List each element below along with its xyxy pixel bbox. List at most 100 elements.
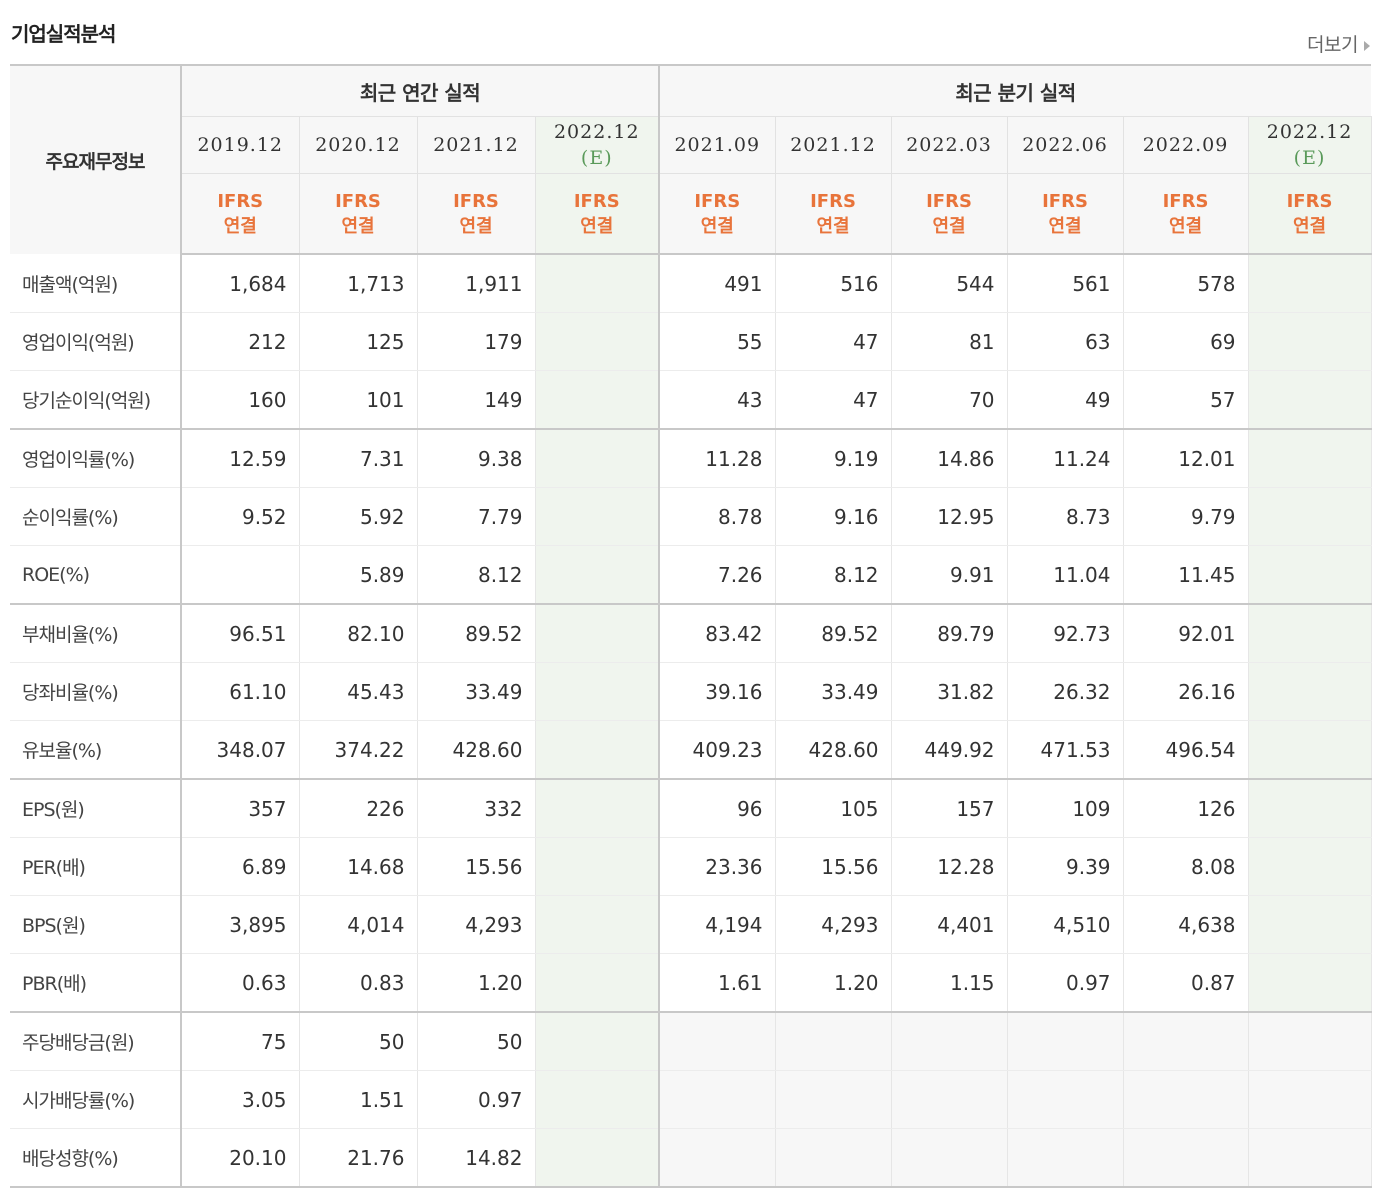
row-label: 매출액(억원) [10, 254, 182, 313]
annual-value-cell: 6.89 [181, 837, 300, 896]
annual-value-cell: 101 [299, 370, 418, 430]
quarter-value-cell [775, 1070, 892, 1129]
annual-value-cell [535, 545, 661, 605]
table-row: ROE(%) 5.89 8.12 7.26 8.12 9.91 11.04 11.45 [10, 545, 1372, 605]
quarter-value-cell [1248, 720, 1372, 780]
quarter-value-cell: 9.16 [775, 487, 892, 546]
section-title: 기업실적분석 [11, 22, 116, 46]
annual-value-cell: 374.22 [299, 720, 418, 780]
row-label: 유보율(%) [10, 720, 182, 780]
row-label: PER(배) [10, 837, 182, 896]
ifrs-link[interactable]: IFRS 연결 [181, 173, 300, 255]
annual-value-cell: 160 [181, 370, 300, 430]
quarter-value-cell: 11.24 [1007, 428, 1124, 488]
quarter-value-cell: 109 [1007, 778, 1124, 838]
annual-value-cell: 179 [417, 312, 536, 371]
more-link-label: 더보기 [1307, 34, 1358, 56]
quarter-value-cell: 496.54 [1123, 720, 1249, 780]
table-row: 시가배당률(%) 3.05 1.51 0.97 [10, 1070, 1372, 1129]
quarter-value-cell: 26.32 [1007, 662, 1124, 721]
quarter-value-cell: 14.86 [891, 428, 1008, 488]
ifrs-label: IFRS [335, 190, 381, 212]
period-label: 2022.06 [1022, 134, 1108, 156]
quarter-value-cell: 491 [659, 254, 776, 313]
annual-value-cell: 89.52 [417, 603, 536, 663]
ifrs-link[interactable]: IFRS 연결 [417, 173, 536, 255]
ifrs-link[interactable]: IFRS 연결 [775, 173, 892, 255]
financial-table: 주요재무정보 최근 연간 실적 최근 분기 실적 2019.12 2020.12 2… [10, 64, 1372, 1188]
quarter-value-cell: 96 [659, 778, 776, 838]
quarter-value-cell [1248, 778, 1372, 838]
quarter-value-cell [775, 1011, 892, 1071]
annual-value-cell [535, 837, 661, 896]
ifrs-link[interactable]: IFRS 연결 [1248, 173, 1372, 255]
quarter-value-cell: 15.56 [775, 837, 892, 896]
quarter-value-cell: 8.12 [775, 545, 892, 605]
consolidated-label: 연결 [580, 215, 614, 237]
quarter-value-cell: 23.36 [659, 837, 776, 896]
quarter-value-cell: 4,510 [1007, 895, 1124, 954]
quarter-value-cell [1248, 254, 1372, 313]
table-row: 당좌비율(%) 61.10 45.43 33.49 39.16 33.49 31.82 26.… [10, 662, 1372, 721]
quarter-value-cell: 83.42 [659, 603, 776, 663]
row-label: ROE(%) [10, 545, 182, 605]
table-row: EPS(원) 357 226 332 96 105 157 109 126 [10, 778, 1372, 838]
quarter-value-cell: 89.52 [775, 603, 892, 663]
annual-value-cell: 0.97 [417, 1070, 536, 1129]
annual-value-cell [535, 895, 661, 954]
quarter-value-cell: 49 [1007, 370, 1124, 430]
consolidated-label: 연결 [459, 215, 493, 237]
row-label: 영업이익률(%) [10, 428, 182, 488]
ifrs-link[interactable]: IFRS 연결 [659, 173, 776, 255]
quarter-value-cell: 12.28 [891, 837, 1008, 896]
quarter-value-cell: 561 [1007, 254, 1124, 313]
quarter-value-cell [1123, 1011, 1249, 1071]
annual-value-cell: 1.51 [299, 1070, 418, 1129]
consolidated-label: 연결 [1292, 215, 1327, 237]
annual-value-cell: 4,293 [417, 895, 536, 954]
quarter-value-cell: 7.26 [659, 545, 776, 605]
annual-value-cell [535, 953, 661, 1013]
row-label: 주당배당금(원) [10, 1011, 182, 1071]
annual-value-cell: 0.63 [181, 953, 300, 1013]
quarter-value-cell [891, 1011, 1008, 1071]
quarter-value-cell [1248, 603, 1372, 663]
annual-value-cell: 428.60 [417, 720, 536, 780]
annual-value-cell: 3.05 [181, 1070, 300, 1129]
quarter-value-cell [1123, 1128, 1249, 1188]
table-row: PER(배) 6.89 14.68 15.56 23.36 15.56 12.28 9.39 8… [10, 837, 1372, 896]
ifrs-link[interactable]: IFRS 연결 [535, 173, 661, 255]
ifrs-link[interactable]: IFRS 연결 [891, 173, 1008, 255]
quarter-value-cell [1248, 662, 1372, 721]
annual-value-cell: 149 [417, 370, 536, 430]
annual-value-cell: 9.52 [181, 487, 300, 546]
quarter-value-cell: 26.16 [1123, 662, 1249, 721]
period-label: 2022.03 [906, 134, 992, 156]
quarter-value-cell: 578 [1123, 254, 1249, 313]
annual-value-cell: 61.10 [181, 662, 300, 721]
quarter-value-cell: 92.73 [1007, 603, 1124, 663]
quarter-value-cell [1007, 1128, 1124, 1188]
quarter-value-cell: 4,293 [775, 895, 892, 954]
annual-value-cell: 21.76 [299, 1128, 418, 1188]
more-link[interactable]: 더보기 [1307, 30, 1370, 57]
quarter-value-cell: 471.53 [1007, 720, 1124, 780]
quarter-value-cell: 89.79 [891, 603, 1008, 663]
annual-value-cell [535, 778, 661, 838]
quarter-value-cell [1248, 1070, 1372, 1129]
ifrs-link[interactable]: IFRS 연결 [1007, 173, 1124, 255]
ifrs-link[interactable]: IFRS 연결 [299, 173, 418, 255]
annual-value-cell: 1,713 [299, 254, 418, 313]
estimate-mark: (E) [1293, 147, 1326, 169]
annual-value-cell: 212 [181, 312, 300, 371]
ifrs-label: IFRS [694, 190, 741, 212]
period-header: 2021.12 [775, 116, 892, 174]
quarter-value-cell: 55 [659, 312, 776, 371]
annual-value-cell [535, 254, 661, 313]
quarter-value-cell [1123, 1070, 1249, 1129]
annual-value-cell [535, 487, 661, 546]
ifrs-link[interactable]: IFRS 연결 [1123, 173, 1249, 255]
period-label: 2019.12 [197, 134, 284, 156]
table-row: BPS(원) 3,895 4,014 4,293 4,194 4,293 4,401 4,51… [10, 895, 1372, 954]
table-row: 영업이익률(%) 12.59 7.31 9.38 11.28 9.19 14.86 11.24… [10, 428, 1372, 488]
